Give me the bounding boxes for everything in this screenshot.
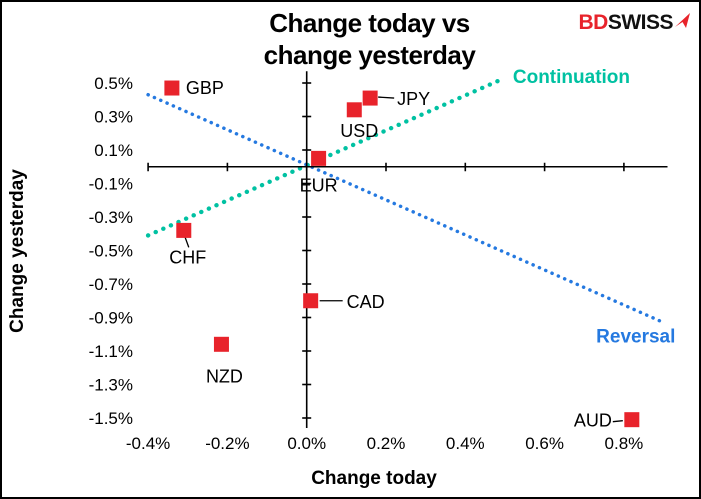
x-axis-title: Change today [311, 468, 437, 489]
y-tick-label: -0.7% [89, 275, 133, 294]
data-point-marker-gbp [164, 80, 180, 96]
logo-text-red: BD [578, 11, 608, 34]
y-tick-label: -0.5% [89, 242, 133, 261]
x-tick-label: -0.2% [205, 434, 249, 453]
bdswiss-logo: BD SWISS [578, 11, 691, 35]
chart-title-line1: Change today vs [269, 8, 470, 38]
x-tick-label: -0.4% [126, 434, 170, 453]
callout-line-aud [612, 420, 623, 423]
data-point-marker-aud [624, 412, 640, 428]
x-tick-label: 0.4% [446, 434, 485, 453]
y-tick-label: -0.9% [89, 309, 133, 328]
trend-line-reversal [146, 92, 666, 325]
data-point-label-eur: EUR [300, 175, 338, 195]
data-point-label-jpy: JPY [397, 89, 430, 109]
x-tick-label: 0.8% [605, 434, 644, 453]
data-point-label-cad: CAD [347, 292, 385, 312]
y-tick-label: -1.1% [89, 342, 133, 361]
callout-line-jpy [378, 96, 395, 99]
data-point-marker-usd [346, 102, 362, 118]
x-tick-label: 0.0% [287, 434, 326, 453]
y-tick-label: 0.5% [94, 74, 133, 93]
data-point-marker-jpy [362, 90, 378, 106]
y-tick-label: -0.3% [89, 208, 133, 227]
data-point-label-chf: CHF [169, 247, 206, 267]
data-point-label-aud: AUD [574, 411, 612, 431]
data-point-label-nzd: NZD [206, 366, 243, 386]
data-point-marker-chf [176, 222, 192, 238]
logo-arrow-icon [675, 12, 690, 28]
data-point-marker-eur [311, 150, 327, 166]
data-point-label-gbp: GBP [186, 78, 224, 98]
chart-title: Change today vs change yesterday [102, 7, 637, 71]
trend-line-label-reversal: Reversal [596, 327, 675, 348]
y-tick-label: -0.1% [89, 175, 133, 194]
data-point-marker-nzd [213, 336, 229, 352]
x-tick-label: 0.6% [525, 434, 564, 453]
y-tick-label: 0.1% [94, 141, 133, 160]
trend-line-label-continuation: Continuation [513, 67, 630, 88]
y-tick-label: -1.3% [89, 376, 133, 395]
y-tick-label: -1.5% [89, 409, 133, 428]
data-point-marker-cad [303, 293, 319, 309]
x-tick-label: 0.2% [367, 434, 406, 453]
y-axis-title: Change yesterday [7, 169, 28, 333]
logo-text-black: SWISS [607, 11, 674, 34]
y-tick-label: 0.3% [94, 108, 133, 127]
chart-title-line2: change yesterday [263, 40, 476, 70]
data-point-label-usd: USD [340, 121, 378, 141]
callout-line-chf [184, 236, 190, 248]
